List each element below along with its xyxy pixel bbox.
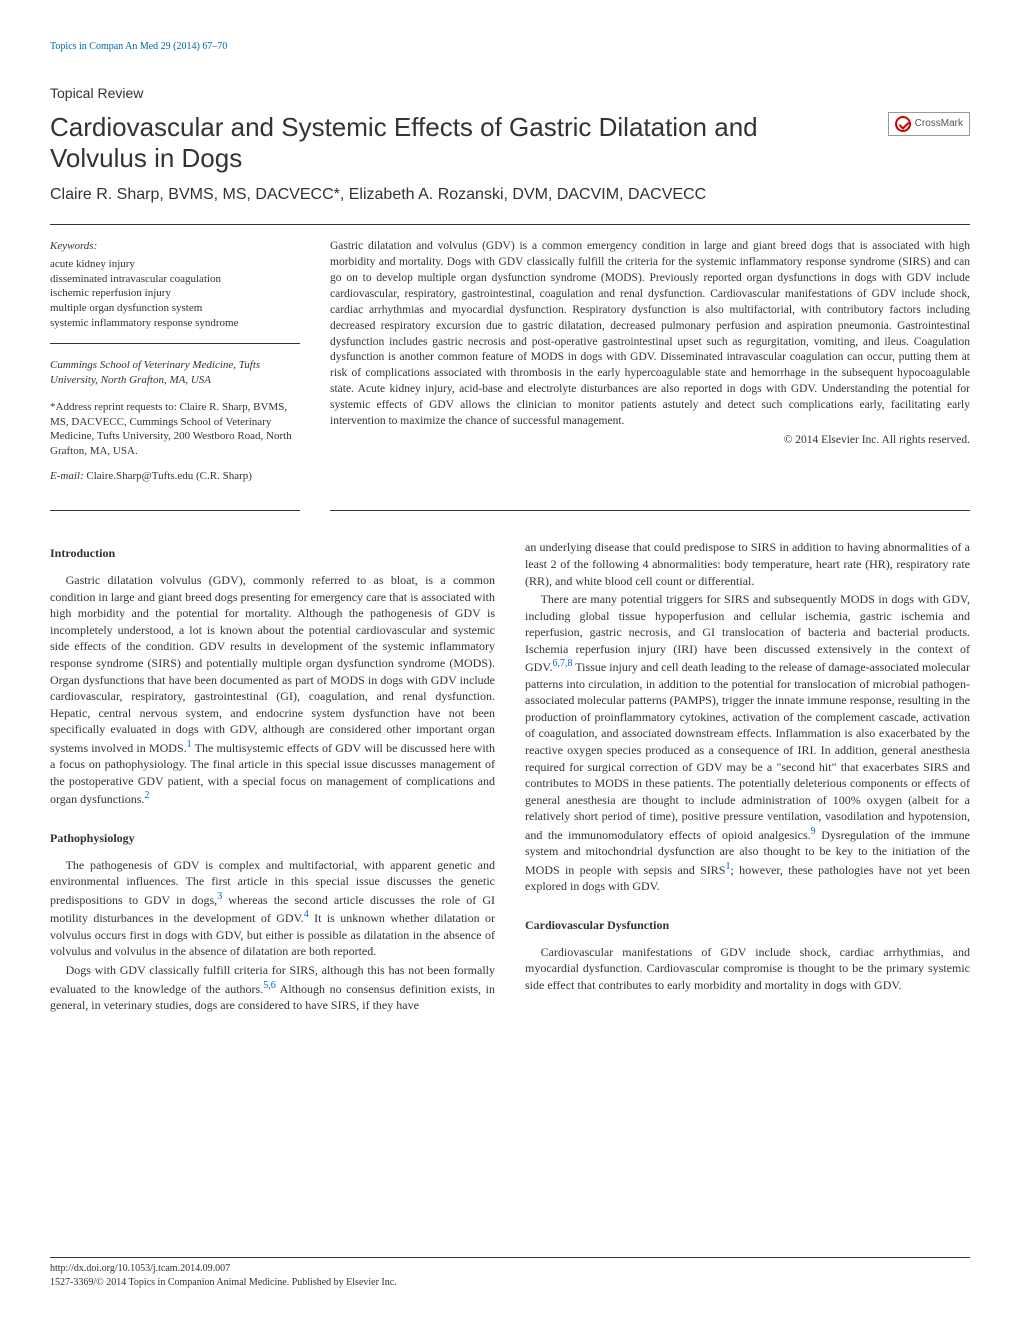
sirs-continuation-paragraph: an underlying disease that could predisp… <box>525 539 970 589</box>
citation-link[interactable]: 2 <box>144 790 149 801</box>
abstract-column: Gastric dilatation and volvulus (GDV) is… <box>330 239 970 484</box>
authors-line: Claire R. Sharp, BVMS, MS, DACVECC*, Eli… <box>50 184 970 206</box>
crossmark-check-icon <box>895 116 911 132</box>
email-label: E-mail: <box>50 470 84 482</box>
body-column-left: Introduction Gastric dilatation volvulus… <box>50 539 495 1015</box>
issn-copyright: 1527-3369/© 2014 Topics in Companion Ani… <box>50 1276 970 1290</box>
right-meta-divider <box>330 510 970 511</box>
cardio-paragraph: Cardiovascular manifestations of GDV inc… <box>525 944 970 994</box>
pathophysiology-heading: Pathophysiology <box>50 830 495 847</box>
keywords-label: Keywords: <box>50 239 300 254</box>
keywords-divider <box>50 343 300 344</box>
affiliation: Cummings School of Veterinary Medicine, … <box>50 358 300 388</box>
abstract-text: Gastric dilatation and volvulus (GDV) is… <box>330 239 970 429</box>
crossmark-button[interactable]: CrossMark <box>888 112 970 136</box>
citation-link[interactable]: 6,7,8 <box>552 658 572 669</box>
body-column-right: an underlying disease that could predisp… <box>525 539 970 1015</box>
copyright-line: © 2014 Elsevier Inc. All rights reserved… <box>330 432 970 448</box>
journal-header-link[interactable]: Topics in Compan An Med 29 (2014) 67–70 <box>50 40 970 54</box>
page-footer: http://dx.doi.org/10.1053/j.tcam.2014.09… <box>50 1257 970 1290</box>
triggers-text-2: Tissue injury and cell death leading to … <box>525 660 970 841</box>
article-type-label: Topical Review <box>50 84 970 104</box>
cardiovascular-heading: Cardiovascular Dysfunction <box>525 917 970 934</box>
intro-heading: Introduction <box>50 545 495 562</box>
triggers-paragraph: There are many potential triggers for SI… <box>525 591 970 895</box>
correspondence-address: *Address reprint requests to: Claire R. … <box>50 400 300 459</box>
article-title: Cardiovascular and Systemic Effects of G… <box>50 112 830 174</box>
keywords-column: Keywords: acute kidney injury disseminat… <box>50 239 300 484</box>
crossmark-label: CrossMark <box>915 117 963 131</box>
email-line: E-mail: Claire.Sharp@Tufts.edu (C.R. Sha… <box>50 469 300 484</box>
author-email[interactable]: Claire.Sharp@Tufts.edu (C.R. Sharp) <box>84 470 252 482</box>
left-meta-divider <box>50 510 300 511</box>
keywords-list: acute kidney injury disseminated intrava… <box>50 257 300 331</box>
divider <box>50 224 970 225</box>
intro-paragraph: Gastric dilatation volvulus (GDV), commo… <box>50 572 495 808</box>
doi-link[interactable]: http://dx.doi.org/10.1053/j.tcam.2014.09… <box>50 1262 970 1276</box>
intro-text-1: Gastric dilatation volvulus (GDV), commo… <box>50 573 495 754</box>
patho-paragraph-2: Dogs with GDV classically fulfill criter… <box>50 962 495 1014</box>
patho-paragraph-1: The pathogenesis of GDV is complex and m… <box>50 857 495 960</box>
citation-link[interactable]: 5,6 <box>263 980 276 991</box>
